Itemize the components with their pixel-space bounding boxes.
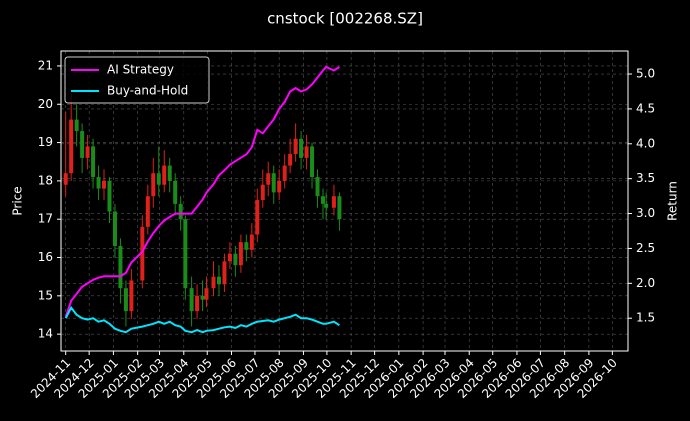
series-line [64,65,340,318]
candle-body [304,146,309,158]
candle-body [277,180,282,193]
candle-body [118,246,123,289]
candle-body [151,173,156,197]
candle-body [238,242,243,266]
candle-body [107,180,112,212]
candle-body [244,242,249,250]
y-tick-label: 14 [38,327,53,341]
y2-tick-label: 4.5 [636,101,655,115]
candle-body [255,200,260,235]
candle-body [96,177,101,189]
candle-body [204,288,209,300]
candle-body [331,196,336,208]
candle-body [173,180,178,204]
candle-body [63,173,68,185]
candle-body [167,165,172,181]
y-tick-label: 16 [38,250,53,264]
candle-body [249,234,254,250]
candle-body [266,173,271,185]
candle-body [85,146,90,158]
candle-body [80,131,85,158]
y2-tick-label: 3.5 [636,171,655,185]
candle-body [271,173,276,193]
y-tick-label: 15 [38,288,53,302]
y-tick-label: 20 [38,97,53,111]
legend-label: AI Strategy [107,63,174,77]
candle-body [189,288,194,312]
candle-body [310,146,315,178]
y2-tick-label: 5.0 [636,67,655,81]
y-axis-label: Price [11,186,25,215]
candle-body [129,280,134,312]
candle-body [183,219,188,289]
candle-body [282,165,287,181]
candle-body [260,184,265,201]
candle-body [112,211,117,247]
candle-body [69,119,74,174]
candle-body [315,177,320,197]
y-tick-label: 17 [38,212,53,226]
candle-body [178,203,183,220]
y2-tick-label: 2.0 [636,276,655,290]
y2-tick-label: 3.0 [636,206,655,220]
candle-body [74,119,79,132]
y-tick-label: 18 [38,173,53,187]
y2-tick-label: 4.0 [636,136,655,150]
candle-body [211,276,216,289]
candle-body [233,253,238,266]
series-line [64,305,340,334]
candle-body [200,295,205,300]
candle-body [216,276,221,285]
candle-body [91,146,96,178]
candle-body [162,165,167,185]
plot-frame [60,50,629,352]
y2-tick-label: 1.5 [636,311,655,325]
candle-body [337,196,342,220]
candle-body [288,154,293,166]
candle-body [324,203,329,208]
legend-label: Buy-and-Hold [107,84,188,98]
candle-body [123,288,128,312]
y2-axis-label: Return [666,181,680,221]
candle-body [222,261,227,285]
candle-body [140,226,145,281]
candle-body [227,253,232,262]
candle-body [299,138,304,158]
candle-body [145,196,150,227]
y2-tick-label: 2.5 [636,241,655,255]
candle-body [102,180,107,189]
candle-body [156,173,161,185]
y-tick-label: 21 [38,58,53,72]
candle-body [293,138,298,155]
candle-body [320,196,325,204]
candle-body [195,295,200,312]
y-tick-label: 19 [38,135,53,149]
legend-box [64,56,210,104]
chart-title: cnstock [002268.SZ] [267,10,423,28]
